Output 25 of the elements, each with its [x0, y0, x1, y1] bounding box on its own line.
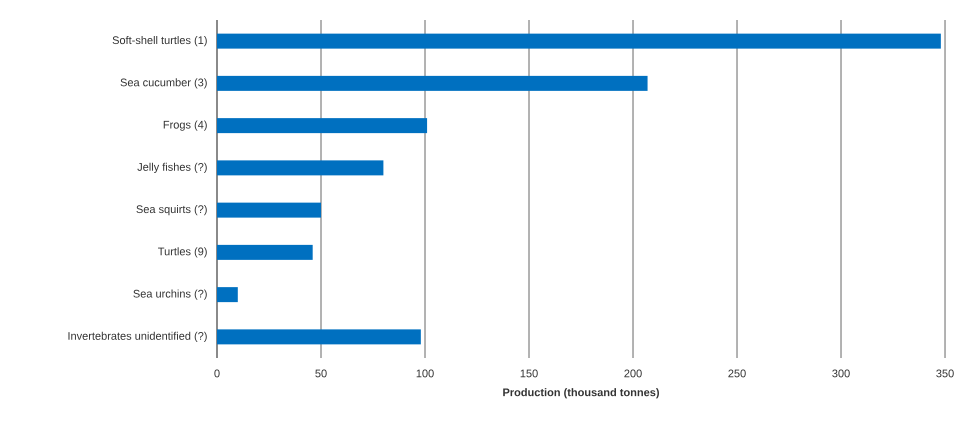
y-tick-label: Frogs (4)	[164, 120, 207, 131]
y-tick-label: Sea urchins (?)	[133, 290, 207, 300]
bar	[217, 76, 648, 91]
x-tick-label: 350	[936, 370, 954, 378]
bar	[217, 160, 384, 176]
x-tick-label: 200	[624, 370, 642, 378]
bar	[217, 244, 313, 260]
bar	[217, 118, 428, 134]
y-tick-label: Turtles (9)	[158, 247, 207, 258]
x-tick-label: 50	[315, 370, 327, 378]
bar	[217, 202, 322, 218]
x-tick-label: 100	[416, 370, 434, 378]
bar	[217, 329, 421, 344]
x-axis-title: Production (thousand tonnes)	[503, 388, 659, 398]
x-tick-label: 150	[520, 370, 538, 378]
y-tick-label: Soft-shell turtles (1)	[112, 36, 207, 46]
y-tick-label: Invertebrates unidentified (?)	[68, 332, 207, 342]
x-tick-label: 300	[832, 370, 850, 378]
y-tick-label: Sea squirts (?)	[136, 205, 207, 216]
x-tick-label: 0	[214, 370, 220, 378]
x-tick-label: 250	[728, 370, 746, 378]
bar	[217, 34, 941, 49]
y-tick-label: Jelly fishes (?)	[137, 162, 207, 174]
bar	[217, 287, 238, 302]
y-tick-label: Sea cucumber (3)	[120, 78, 207, 89]
